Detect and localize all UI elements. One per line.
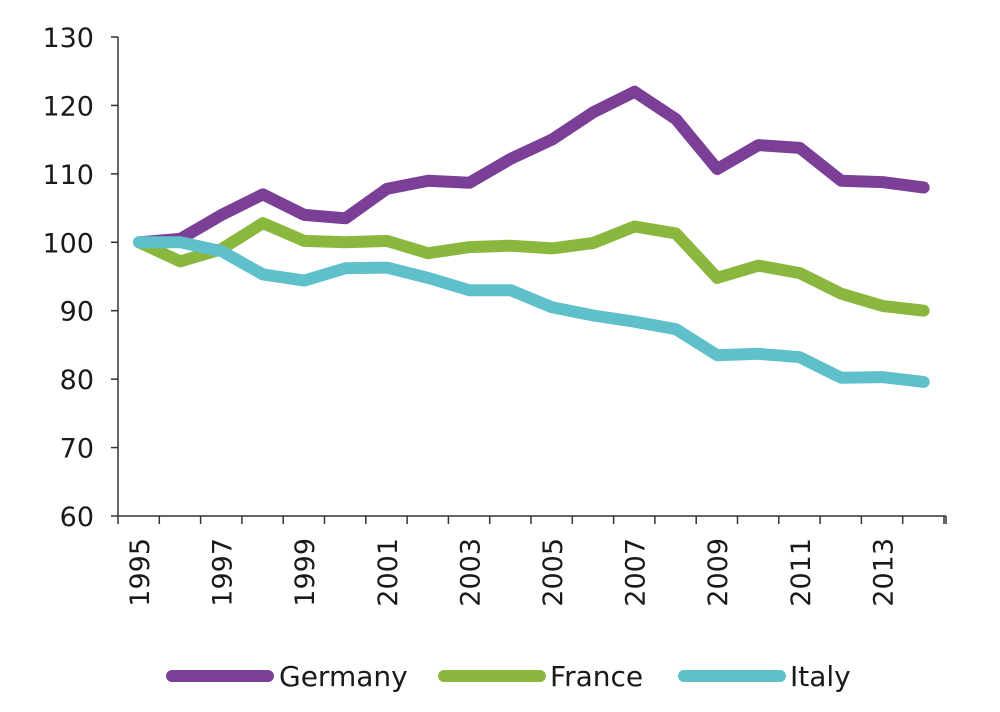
legend-label: France — [550, 660, 643, 693]
legend-item-france: France — [438, 660, 643, 693]
series-line-france — [133, 217, 930, 317]
series-line-italy — [133, 236, 930, 388]
x-tick-label: 2003 — [455, 538, 486, 607]
y-tick-label: 130 — [42, 23, 94, 54]
chart-legend: Germany France Italy — [166, 660, 851, 693]
y-tick-label: 90 — [60, 297, 94, 328]
series-line-germany — [133, 85, 930, 249]
legend-label: Italy — [790, 660, 851, 693]
y-tick-label: 60 — [60, 502, 94, 533]
series-lines — [133, 85, 930, 388]
x-tick-label: 1999 — [290, 538, 321, 607]
chart-axes: 60 70 80 90 100 110 120 130 1995 1997 1999 2001 2003… — [42, 23, 947, 607]
legend-item-germany: Germany — [166, 660, 408, 693]
legend-item-italy: Italy — [678, 660, 851, 693]
y-tick-label: 80 — [60, 365, 94, 396]
y-tick-label: 100 — [42, 228, 94, 259]
y-tick-label: 120 — [42, 91, 94, 122]
x-tick-label: 2005 — [538, 538, 569, 607]
x-tick-label: 1995 — [125, 538, 156, 607]
x-tick-label: 2001 — [373, 538, 404, 607]
x-tick-label: 2011 — [786, 538, 817, 607]
x-tick-label: 2007 — [621, 538, 652, 607]
legend-label: Germany — [279, 660, 408, 693]
y-tick-label: 110 — [42, 160, 94, 191]
x-tick-label: 1997 — [208, 538, 239, 607]
x-tick-label: 2009 — [703, 538, 734, 607]
x-tick-label: 2013 — [868, 538, 899, 607]
y-tick-label: 70 — [60, 434, 94, 465]
